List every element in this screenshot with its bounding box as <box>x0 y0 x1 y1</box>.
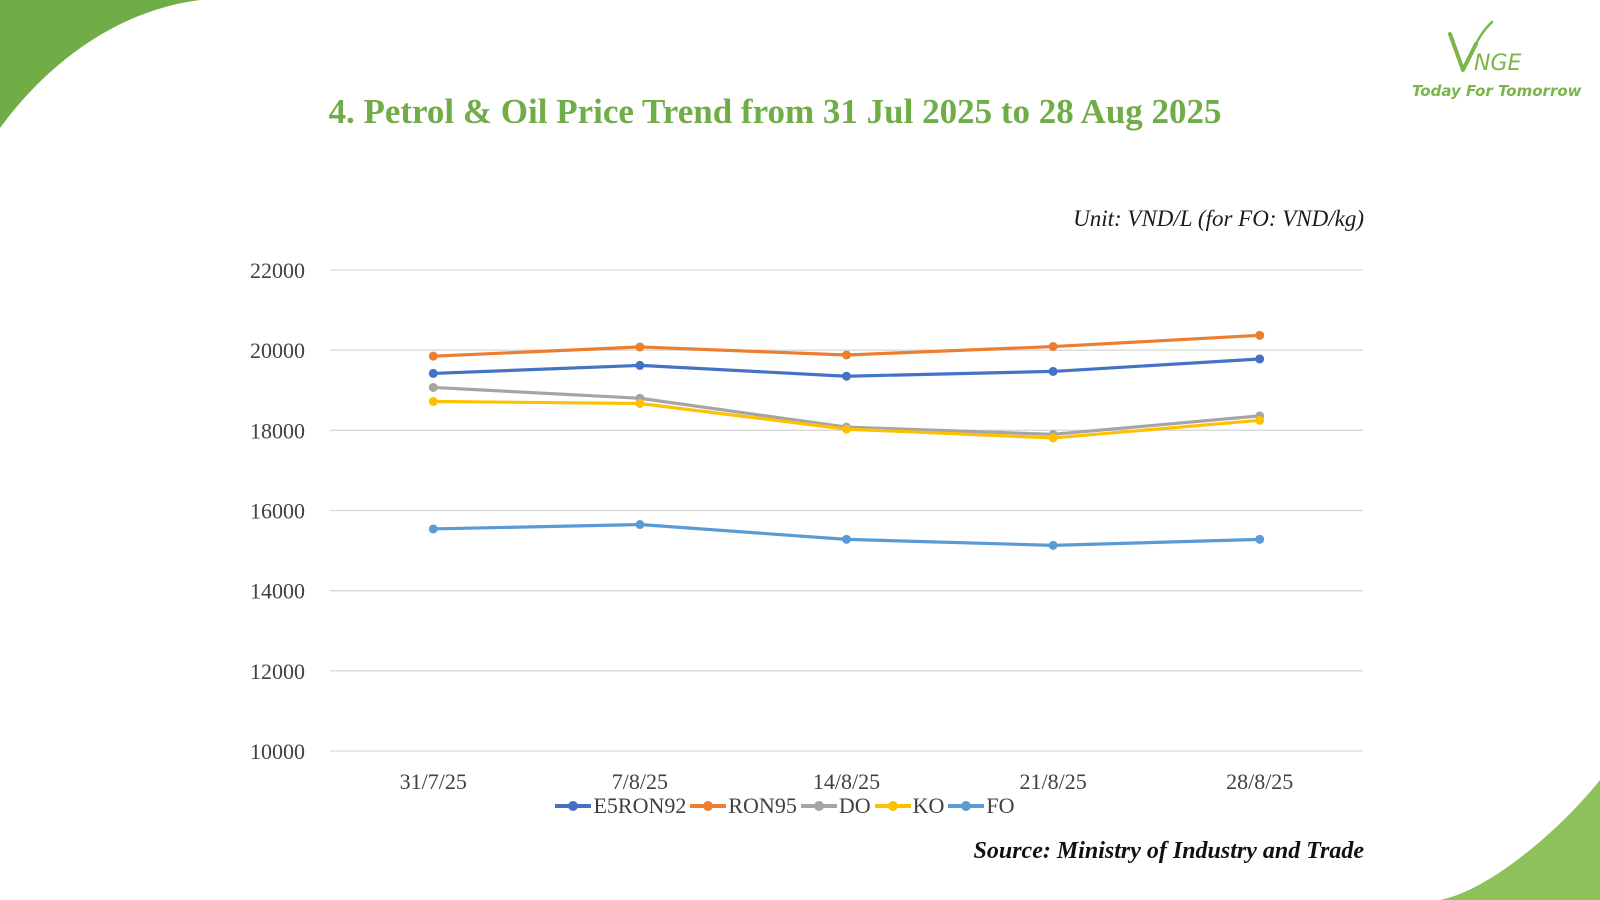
y-tick-label: 12000 <box>250 659 305 684</box>
source-note: Source: Ministry of Industry and Trade <box>973 838 1365 864</box>
legend-marker-e5ron92 <box>568 801 579 811</box>
data-point-fo <box>1255 534 1265 544</box>
x-tick-label: 28/8/25 <box>1226 769 1293 794</box>
legend-label-e5ron92: E5RON92 <box>593 793 687 818</box>
corner-shape-top-left <box>0 0 200 128</box>
data-point-e5ron92 <box>428 368 438 378</box>
y-tick-label: 14000 <box>250 579 305 604</box>
y-tick-label: 18000 <box>250 418 305 443</box>
legend-swatch-fo <box>948 801 985 811</box>
data-point-e5ron92 <box>1048 366 1058 376</box>
corner-decoration-top-left <box>0 0 200 128</box>
legend-label-fo: FO <box>986 793 1015 818</box>
data-point-ron95 <box>1255 330 1265 340</box>
data-point-ron95 <box>428 351 438 361</box>
legend-label-do: DO <box>838 793 871 818</box>
x-tick-label: 14/8/25 <box>813 769 880 794</box>
data-point-ron95 <box>842 350 851 360</box>
data-point-ko <box>1255 415 1265 425</box>
data-point-ko <box>428 396 438 406</box>
svg-text:NGE: NGE <box>1474 51 1522 76</box>
data-point-ko <box>842 424 851 434</box>
data-point-fo <box>842 534 851 544</box>
chart-legend: E5RON92 RON95 DO KO FO <box>0 793 1570 819</box>
legend-item-ron95: RON95 <box>690 793 797 819</box>
x-tick-label: 31/7/25 <box>400 769 467 794</box>
page-title: 4. Petrol & Oil Price Trend from 31 Jul … <box>328 92 1222 131</box>
legend-label-ko: KO <box>912 793 945 818</box>
data-point-e5ron92 <box>1255 354 1265 364</box>
legend-swatch-ron95 <box>690 801 727 811</box>
data-point-e5ron92 <box>635 360 645 370</box>
legend-item-e5ron92: E5RON92 <box>555 793 686 819</box>
legend-item-fo: FO <box>948 793 1015 819</box>
data-point-fo <box>428 524 438 534</box>
legend-swatch-e5ron92 <box>555 801 592 811</box>
data-point-ko <box>1048 433 1058 443</box>
x-tick-label: 21/8/25 <box>1019 769 1086 794</box>
legend-item-ko: KO <box>874 793 945 819</box>
legend-swatch-ko <box>874 801 911 811</box>
data-point-e5ron92 <box>842 371 851 381</box>
data-point-ron95 <box>1048 342 1058 352</box>
data-point-fo <box>1048 540 1058 550</box>
x-tick-label: 7/8/25 <box>612 769 668 794</box>
unit-note: Unit: VND/L (for FO: VND/kg) <box>1073 206 1364 231</box>
data-point-ron95 <box>635 342 645 352</box>
data-point-fo <box>635 520 645 530</box>
legend-marker-ron95 <box>703 801 714 811</box>
logo-mark: NGE <box>1448 20 1522 76</box>
legend-marker-fo <box>961 801 972 811</box>
legend-marker-ko <box>887 801 898 811</box>
corner-decoration-bottom-right <box>1440 780 1600 900</box>
logo-tagline: Today For Tomorrow <box>1412 82 1582 100</box>
data-point-ko <box>635 398 645 408</box>
corner-shape-bottom-right <box>1440 780 1600 900</box>
legend-label-ron95: RON95 <box>728 793 797 818</box>
y-tick-label: 10000 <box>250 739 305 764</box>
y-tick-label: 16000 <box>250 499 305 524</box>
company-logo: NGE Today For Tomorrow <box>1400 18 1582 108</box>
y-tick-label: 22000 <box>250 258 305 283</box>
legend-swatch-do <box>800 801 837 811</box>
y-tick-label: 20000 <box>250 338 305 363</box>
legend-item-do: DO <box>800 793 871 819</box>
data-point-do <box>428 382 438 392</box>
legend-marker-do <box>813 801 824 811</box>
